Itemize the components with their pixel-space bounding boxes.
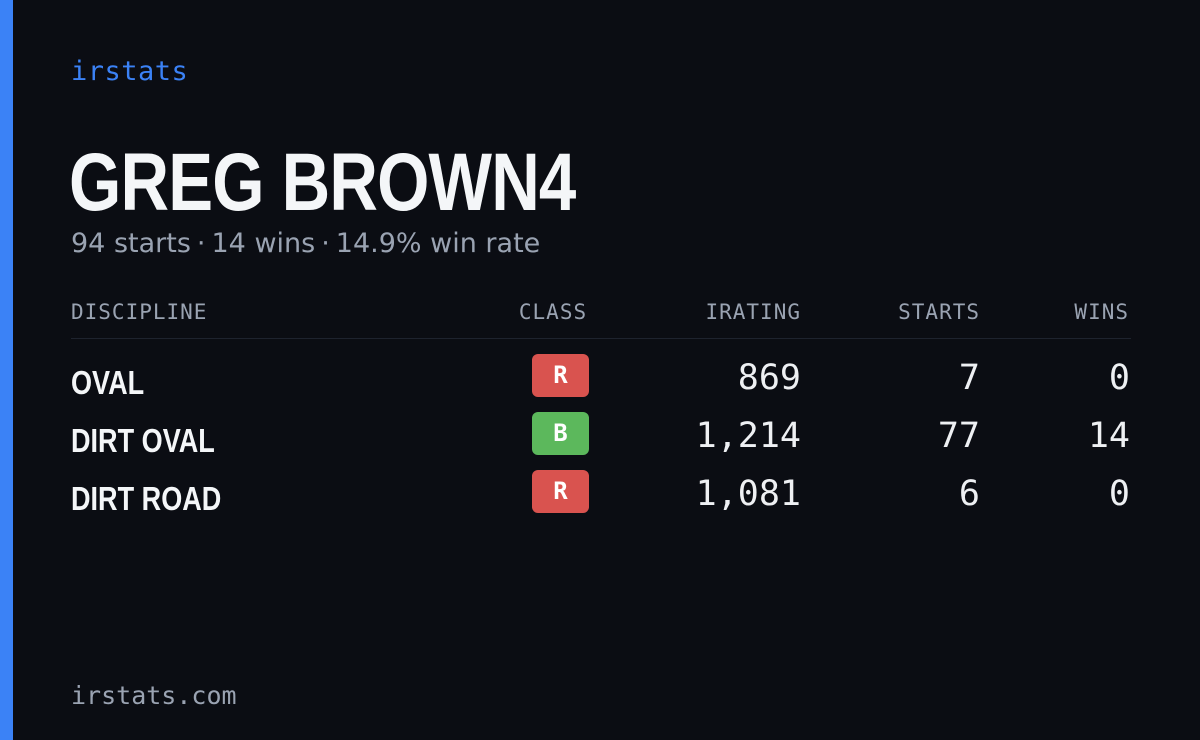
starts-value: 77 — [937, 416, 980, 456]
player-name: GREG BROWN4 — [69, 137, 576, 228]
table-row: DIRT ROAD R 1,081 6 0 — [71, 470, 1131, 528]
class-badge: R — [532, 470, 589, 513]
header-irating: IRATING — [705, 300, 801, 324]
irating-value: 869 — [737, 358, 801, 398]
class-badge: B — [532, 412, 589, 455]
table-row: DIRT OVAL B 1,214 77 14 — [71, 412, 1131, 470]
summary-win-rate: 14.9% win rate — [335, 228, 541, 259]
discipline-name: OVAL — [71, 364, 145, 401]
summary-starts: 94 starts — [71, 228, 191, 259]
class-badge: R — [532, 354, 589, 397]
irating-value: 1,214 — [695, 416, 801, 456]
header-wins: WINS — [1074, 300, 1129, 324]
table-row: OVAL R 869 7 0 — [71, 354, 1131, 412]
starts-value: 7 — [958, 358, 980, 398]
table-header: DISCIPLINE CLASS IRATING STARTS WINS — [71, 300, 1131, 339]
wins-value: 0 — [1108, 474, 1130, 514]
summary-separator: · — [321, 228, 330, 259]
wins-value: 0 — [1108, 358, 1130, 398]
footer-url: irstats.com — [71, 681, 237, 710]
header-class: CLASS — [518, 300, 588, 324]
accent-bar — [0, 0, 13, 740]
starts-value: 6 — [958, 474, 980, 514]
discipline-name: DIRT OVAL — [71, 422, 215, 459]
brand-label: irstats — [71, 56, 189, 87]
header-starts: STARTS — [898, 300, 980, 324]
summary-separator: · — [196, 228, 206, 259]
stats-summary: 94 starts · 14 wins · 14.9% win rate — [71, 228, 540, 259]
irating-value: 1,081 — [695, 474, 801, 514]
summary-wins: 14 wins — [211, 228, 316, 259]
wins-value: 14 — [1087, 416, 1130, 456]
header-discipline: DISCIPLINE — [71, 300, 208, 324]
discipline-name: DIRT ROAD — [71, 480, 222, 517]
